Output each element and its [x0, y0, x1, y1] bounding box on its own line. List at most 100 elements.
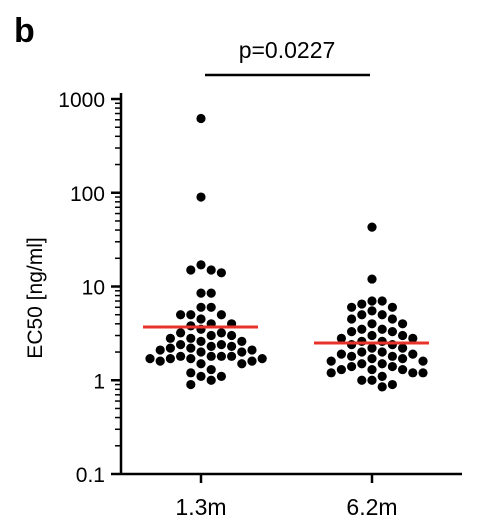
data-point	[336, 364, 346, 375]
data-point	[377, 382, 387, 392]
data-point	[367, 222, 377, 232]
data-point	[387, 379, 397, 390]
data-point	[227, 351, 237, 361]
data-point	[196, 288, 206, 298]
data-point	[398, 330, 408, 341]
data-point	[176, 310, 186, 320]
data-point	[387, 351, 397, 361]
data-point	[237, 336, 247, 346]
data-point	[367, 343, 377, 353]
data-point	[418, 356, 428, 366]
data-point	[196, 192, 206, 202]
data-point	[408, 349, 418, 359]
data-point	[347, 340, 357, 350]
data-point	[216, 310, 226, 320]
data-point	[237, 347, 247, 357]
data-point	[347, 314, 357, 324]
data-point	[176, 340, 186, 350]
data-point	[206, 330, 216, 341]
data-point	[206, 288, 216, 298]
data-point	[336, 333, 346, 343]
data-point	[418, 368, 428, 378]
data-point	[398, 343, 408, 353]
data-point	[367, 354, 377, 364]
y-tick-label: 10	[82, 277, 105, 300]
median-lines	[143, 325, 429, 345]
data-point	[357, 310, 367, 320]
data-point	[196, 314, 206, 324]
data-point	[357, 375, 367, 385]
data-point	[196, 260, 206, 270]
p-value-label: p=0.0227	[239, 37, 336, 63]
data-point	[387, 361, 397, 372]
panel-label: b	[14, 12, 35, 50]
data-point	[377, 347, 387, 357]
y-tick-label: 0.1	[76, 464, 105, 487]
data-point	[196, 336, 206, 346]
significance-annotation: p=0.0227	[205, 37, 370, 77]
data-point	[196, 371, 206, 381]
data-point	[408, 333, 418, 343]
y-tick-label: 100	[70, 183, 105, 206]
data-point	[216, 351, 226, 361]
axes: 0.1 1 10 100 1000 1.3m 6.2m	[58, 89, 462, 520]
data-point	[186, 333, 196, 343]
data-point	[367, 364, 377, 375]
data-point	[408, 368, 418, 378]
data-point	[398, 364, 408, 375]
data-point	[227, 341, 237, 351]
data-point	[357, 324, 367, 334]
data-point	[377, 371, 387, 381]
data-point	[387, 327, 397, 337]
data-point	[145, 354, 155, 364]
data-point	[165, 333, 175, 343]
data-point	[155, 345, 165, 355]
data-point	[247, 345, 257, 355]
data-point	[357, 299, 367, 309]
y-tick-label: 1000	[58, 89, 105, 112]
y-tick-label: 1	[93, 370, 105, 393]
data-point	[357, 359, 367, 369]
data-point	[347, 327, 357, 337]
data-point	[206, 265, 216, 275]
data-point	[367, 330, 377, 341]
data-point	[206, 302, 216, 312]
data-point	[216, 268, 226, 278]
data-point	[347, 351, 357, 361]
data-point	[206, 351, 216, 361]
data-point	[367, 274, 377, 284]
data-points	[145, 113, 428, 392]
data-point	[227, 330, 237, 341]
y-axis-label: EC50 [ng/ml]	[24, 237, 47, 358]
data-point	[377, 324, 387, 334]
data-point	[186, 310, 196, 320]
data-point	[377, 336, 387, 346]
data-point	[216, 371, 226, 381]
data-point	[377, 359, 387, 369]
data-point	[398, 354, 408, 364]
data-point	[186, 354, 196, 364]
data-point	[216, 340, 226, 350]
data-point	[347, 361, 357, 372]
data-point	[165, 354, 175, 364]
data-point	[186, 379, 196, 390]
data-point	[206, 375, 216, 385]
data-point	[367, 296, 377, 306]
data-point	[257, 354, 267, 364]
data-point	[347, 302, 357, 312]
data-point	[326, 356, 336, 366]
data-point	[387, 302, 397, 312]
data-point	[196, 302, 206, 312]
data-point	[387, 314, 397, 324]
data-point	[247, 356, 257, 366]
data-point	[165, 343, 175, 353]
data-point	[367, 375, 377, 385]
data-point	[336, 349, 346, 359]
data-point	[176, 328, 186, 338]
data-point	[377, 296, 387, 306]
data-point	[206, 364, 216, 375]
data-point	[326, 368, 336, 378]
x-tick-label: 6.2m	[346, 494, 397, 520]
data-point	[398, 319, 408, 329]
